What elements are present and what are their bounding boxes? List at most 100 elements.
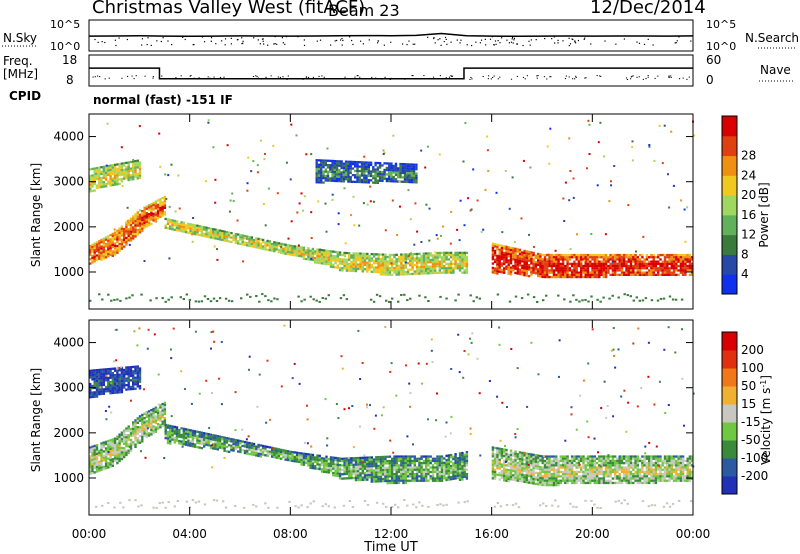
scatter-cell <box>527 268 531 271</box>
scatter-cell <box>111 460 114 463</box>
scatter-cell <box>464 122 467 124</box>
scatter-cell <box>370 476 373 479</box>
nave-point <box>574 78 576 80</box>
scatter-cell <box>218 435 222 438</box>
scatter-cell <box>116 236 119 239</box>
scatter-cell <box>420 265 423 269</box>
scatter-cell <box>348 254 351 257</box>
scatter-cell <box>379 264 383 267</box>
scatter-cell <box>498 255 501 258</box>
ground-scatter-cell <box>575 298 578 301</box>
scatter-cell <box>654 260 658 263</box>
scatter-cell <box>440 466 444 469</box>
scatter-cell <box>686 206 689 209</box>
scatter-cell <box>327 469 330 472</box>
scatter-cell <box>627 273 630 276</box>
scatter-cell <box>95 184 99 187</box>
scatter-cell <box>334 250 337 254</box>
scatter-cell <box>363 167 366 171</box>
scatter-cell <box>111 449 114 452</box>
scatter-cell <box>98 465 101 468</box>
nsearch-point <box>94 38 96 41</box>
scatter-cell <box>252 241 256 244</box>
scatter-cell <box>256 164 259 167</box>
scatter-cell <box>102 176 105 179</box>
scatter-cell <box>118 448 121 452</box>
scatter-cell <box>366 458 369 461</box>
scatter-cell <box>679 269 683 272</box>
scatter-cell <box>138 163 142 166</box>
scatter-cell <box>248 441 251 445</box>
nave-point <box>256 76 258 78</box>
scatter-cell <box>123 232 126 235</box>
scatter-cell <box>118 162 121 166</box>
scatter-cell <box>338 258 342 261</box>
scatter-cell <box>205 231 208 234</box>
scatter-cell <box>343 470 346 473</box>
ground-scatter-cell <box>632 299 635 302</box>
scatter-cell <box>237 439 240 442</box>
scatter-cell <box>402 468 405 471</box>
nave-point <box>550 76 552 78</box>
scatter-cell <box>602 269 606 272</box>
scatter-cell <box>230 446 233 450</box>
scatter-cell <box>503 470 506 473</box>
scatter-cell <box>550 264 553 268</box>
scatter-cell <box>509 469 513 472</box>
scatter-cell <box>169 438 172 441</box>
scatter-cell <box>552 253 556 257</box>
scatter-cell <box>400 464 403 467</box>
scatter-cell <box>627 264 630 268</box>
scatter-cell <box>145 422 148 425</box>
scatter-cell <box>500 268 504 272</box>
scatter-cell <box>381 260 385 263</box>
scatter-cell <box>118 229 121 232</box>
scatter-cell <box>512 247 515 250</box>
scatter-cell <box>434 256 437 259</box>
scatter-cell <box>338 266 342 270</box>
scatter-cell <box>397 470 401 474</box>
scatter-cell <box>107 248 110 251</box>
scatter-cell <box>363 474 367 477</box>
ground-scatter-cell <box>89 299 92 302</box>
scatter-cell <box>284 454 287 457</box>
scatter-cell <box>393 481 396 485</box>
scatter-cell <box>209 435 213 439</box>
scatter-cell <box>573 253 576 257</box>
nsearch-point <box>676 40 678 42</box>
scatter-cell <box>332 460 335 464</box>
scatter-cell <box>113 249 117 252</box>
ground-scatter-cell <box>478 297 481 300</box>
scatter-cell <box>216 231 219 234</box>
scatter-cell <box>458 458 462 462</box>
scatter-cell <box>333 164 336 167</box>
scatter-cell <box>443 474 446 478</box>
nsearch-point <box>479 42 481 44</box>
scatter-cell <box>340 162 343 165</box>
scatter-cell <box>329 177 332 180</box>
scatter-cell <box>429 459 432 463</box>
scatter-cell <box>438 271 441 274</box>
scatter-cell <box>431 263 435 266</box>
scatter-cell <box>512 465 515 468</box>
scatter-cell <box>302 463 306 466</box>
scatter-cell <box>95 457 99 460</box>
scatter-cell <box>654 273 658 276</box>
scatter-cell <box>212 434 215 437</box>
scatter-cell <box>381 273 385 276</box>
scatter-cell <box>289 459 292 462</box>
scatter-cell <box>598 264 601 268</box>
scatter-cell <box>440 462 444 465</box>
scatter-cell <box>218 444 222 447</box>
scatter-cell <box>378 173 382 176</box>
scatter-cell <box>98 449 101 452</box>
scatter-cell <box>523 256 526 259</box>
scatter-cell <box>127 436 130 439</box>
scatter-cell <box>672 253 676 257</box>
scatter-cell <box>241 236 244 239</box>
scatter-cell <box>125 451 128 454</box>
scatter-cell <box>156 422 160 426</box>
scatter-cell <box>300 192 303 195</box>
scatter-cell <box>409 268 412 271</box>
scatter-cell <box>128 243 131 246</box>
